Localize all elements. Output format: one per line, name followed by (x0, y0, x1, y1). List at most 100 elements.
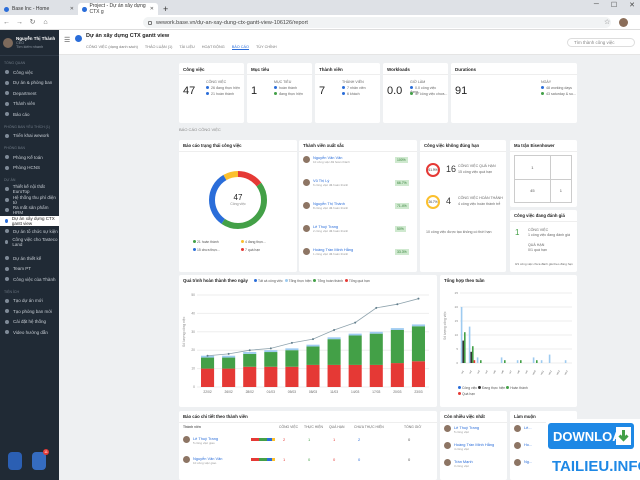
member-row[interactable]: Lê Thuý Trang 2 công việc đã hoàn thành (303, 224, 348, 233)
member-row[interactable]: Hoàng Trần Minh Hằng 1 công việc đã hoàn … (303, 247, 353, 256)
bar[interactable] (548, 354, 551, 363)
bar[interactable] (411, 361, 425, 387)
matrix-cell[interactable]: 1 (549, 178, 573, 203)
bar[interactable] (243, 353, 257, 367)
tab-documents[interactable]: TÀI LIỆU (179, 45, 195, 49)
line-point[interactable] (227, 352, 230, 355)
sidebar-item[interactable]: Công việc cho Tasteco Land (0, 237, 59, 248)
bar[interactable] (564, 360, 567, 363)
bar[interactable] (390, 328, 404, 330)
line-point[interactable] (312, 338, 314, 341)
sidebar-item[interactable]: Thiết kế nội thất EuroTop (0, 184, 59, 195)
bar[interactable] (327, 364, 341, 387)
bar[interactable] (390, 329, 404, 364)
sidebar-item[interactable]: Video hướng dẫn (0, 327, 59, 338)
line-point[interactable] (333, 328, 336, 331)
member-name[interactable]: Lê... (524, 425, 532, 430)
bar[interactable] (476, 357, 479, 363)
member-name[interactable]: Nguyễn Văn Văn (193, 456, 223, 461)
browser-tab-active[interactable]: Project - Dự án xây dựng CTX g ✕ (78, 3, 158, 15)
quick-search-link[interactable]: Tìm kiếm nhanh (16, 45, 44, 49)
close-window-icon[interactable]: ✕ (629, 2, 635, 9)
sidebar-item[interactable]: Triển khai wework (0, 131, 59, 142)
bar[interactable] (536, 360, 538, 363)
bookmark-star-icon[interactable]: ☆ (604, 19, 611, 26)
sidebar-item[interactable]: Công việc (0, 67, 59, 78)
bar[interactable] (348, 333, 362, 336)
bar[interactable] (201, 357, 215, 369)
bar[interactable] (411, 326, 425, 362)
bar[interactable] (264, 352, 278, 367)
sidebar-item[interactable]: Tạo phòng ban mới (0, 306, 59, 317)
member-row[interactable]: Vũ Thị Lý 6 công việc đã hoàn thành (303, 178, 348, 187)
line-point[interactable] (417, 297, 420, 300)
sidebar-item[interactable]: Cài đặt hệ thống (0, 317, 59, 328)
tab-report[interactable]: BÁO CÁO (231, 45, 250, 50)
sidebar-item[interactable]: Dự án tổ chức sự kiện (0, 226, 59, 237)
member-name[interactable]: Lê Thuý Trang (454, 425, 480, 430)
menu-icon[interactable]: ☰ (64, 37, 71, 44)
bar[interactable] (285, 366, 299, 387)
bar[interactable] (516, 360, 519, 363)
member-name[interactable]: Lê Thuý Trang (193, 436, 219, 441)
bar[interactable] (462, 340, 464, 363)
line-point[interactable] (206, 354, 209, 357)
search-input[interactable]: Tìm thành công việc (567, 38, 635, 47)
tab-tasks[interactable]: CÔNG VIỆC (dạng danh sách) (86, 45, 138, 49)
user-profile[interactable]: Nguyễn Thị Thành CEO Tìm kiếm nhanh (0, 30, 59, 56)
bar[interactable] (306, 346, 320, 365)
bar[interactable] (285, 348, 299, 351)
bar[interactable] (222, 368, 236, 387)
bar[interactable] (222, 355, 236, 358)
chat-icon[interactable] (8, 452, 22, 470)
sidebar-item[interactable]: Phòng HCNS (0, 163, 59, 174)
bar[interactable] (520, 360, 522, 363)
bar[interactable] (285, 350, 299, 367)
bar[interactable] (460, 307, 463, 363)
sidebar-item[interactable]: Team PT (0, 264, 59, 275)
sidebar-item[interactable]: Báo cáo (0, 109, 59, 120)
matrix-cell[interactable] (549, 155, 573, 180)
member-name[interactable]: Trần Mạnh (454, 459, 473, 464)
sidebar-item[interactable]: Ra mắt sản phẩm HRM (0, 205, 59, 216)
sidebar-item[interactable]: Dự án thiết kế (0, 253, 59, 264)
url-field[interactable]: wework.base.vn/dự-an-xay-dung-ctx-gantt-… (143, 17, 611, 28)
bar[interactable] (306, 364, 320, 387)
kpi-card[interactable]: Durations 91 NGÀY 48 working days 43 saturda… (451, 63, 577, 123)
bar[interactable] (369, 364, 383, 387)
bar[interactable] (473, 360, 476, 363)
sidebar-item[interactable]: Dự án & phòng ban (0, 78, 59, 89)
member-name[interactable]: Nguyễn Thị Thành (313, 201, 345, 206)
member-row[interactable]: Nguyễn Văn Văn 10 công việc đã hoàn thành (303, 155, 350, 164)
new-tab-button[interactable]: + (163, 4, 169, 14)
sidebar-item[interactable]: Thành viên (0, 99, 59, 110)
minimize-icon[interactable]: ─ (593, 1, 599, 8)
member-name[interactable]: Hoàng Trần Minh Hằng (313, 247, 354, 252)
bar[interactable] (369, 333, 383, 365)
bar[interactable] (222, 357, 236, 369)
sidebar-item[interactable]: Hệ thống thu phí điện tử (0, 195, 59, 206)
bar[interactable] (480, 360, 482, 363)
home-icon[interactable]: ⌂ (43, 18, 48, 26)
sidebar-item[interactable]: Dự án xây dựng CTX gantt view (0, 215, 59, 226)
close-tab-icon[interactable]: ✕ (149, 6, 154, 12)
notification-icon[interactable]: 11 (32, 449, 49, 470)
line-point[interactable] (375, 306, 378, 309)
bar[interactable] (243, 352, 257, 354)
kpi-card[interactable]: Mục tiêu 1 MỤC TIÊU hoàn thành đang thực hiệ… (247, 63, 312, 123)
bar[interactable] (264, 350, 278, 353)
matrix-cell[interactable]: 1 (514, 155, 551, 180)
kpi-card[interactable]: Workloads 0.0 GIỜ LÀM 0.0 công việc đang...… (383, 63, 448, 123)
line-point[interactable] (354, 321, 357, 324)
member-name[interactable]: Ng... (524, 459, 533, 464)
sidebar-item[interactable]: Phòng Kế toán (0, 152, 59, 163)
bar[interactable] (306, 344, 320, 347)
member-name[interactable]: Ho... (524, 442, 533, 447)
bar[interactable] (243, 366, 257, 387)
bar[interactable] (390, 363, 404, 387)
member-name[interactable]: Nguyễn Văn Văn (313, 155, 343, 160)
bar[interactable] (348, 335, 362, 365)
member-name[interactable]: Hoàng Trần Minh Hằng (454, 442, 495, 447)
bar[interactable] (327, 337, 341, 340)
sidebar-item[interactable]: Tạo dự án mới (0, 296, 59, 307)
